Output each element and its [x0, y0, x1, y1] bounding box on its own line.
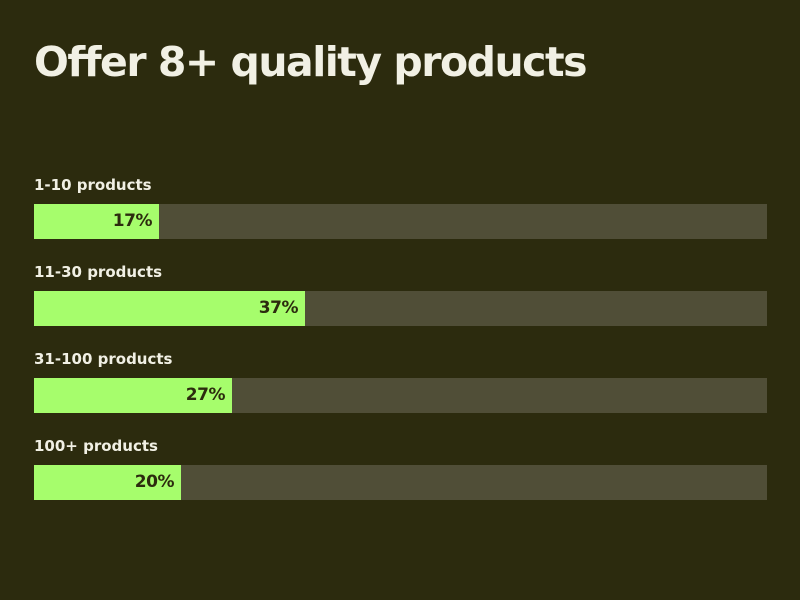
- value-label: 27%: [185, 385, 226, 405]
- bar-row: 11-30 products 37%: [34, 263, 767, 350]
- value-label: 37%: [258, 298, 299, 318]
- bar-row: 100+ products 20%: [34, 437, 767, 524]
- bar-fill: [34, 465, 181, 500]
- bar-fill: [34, 204, 159, 239]
- category-label: 11-30 products: [34, 263, 163, 281]
- category-label: 31-100 products: [34, 350, 173, 368]
- category-label: 100+ products: [34, 437, 158, 455]
- bar-chart: 1-10 products 17% 11-30 products 37% 31-100 …: [34, 176, 767, 524]
- value-label: 20%: [134, 472, 175, 492]
- value-label: 17%: [112, 211, 153, 231]
- bar-row: 1-10 products 17%: [34, 176, 767, 263]
- bar-track: 20%: [34, 465, 767, 500]
- bar-track: 17%: [34, 204, 767, 239]
- bar-fill: [34, 378, 232, 413]
- bar-row: 31-100 products 27%: [34, 350, 767, 437]
- bar-track: 27%: [34, 378, 767, 413]
- category-label: 1-10 products: [34, 176, 152, 194]
- bar-track: 37%: [34, 291, 767, 326]
- bar-fill: [34, 291, 305, 326]
- chart-title: Offer 8+ quality products: [34, 38, 587, 86]
